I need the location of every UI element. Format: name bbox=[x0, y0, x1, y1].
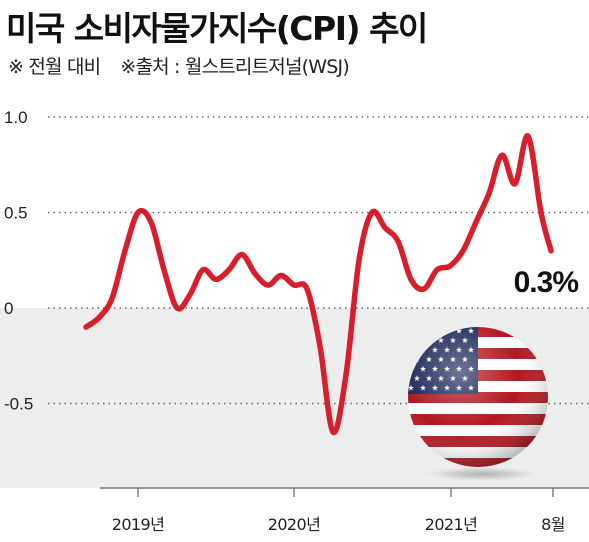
cpi-point bbox=[474, 220, 479, 225]
cpi-point bbox=[513, 181, 518, 186]
cpi-point bbox=[227, 267, 232, 272]
cpi-point bbox=[370, 210, 375, 215]
cpi-point bbox=[500, 153, 505, 158]
y-tick-label: 0.5 bbox=[4, 204, 28, 223]
x-tick-label: 2020년 bbox=[268, 515, 320, 534]
cpi-point bbox=[344, 372, 349, 377]
cpi-point bbox=[266, 283, 271, 288]
last-value-label: 0.3% bbox=[514, 266, 579, 299]
x-tick-label: 8월 bbox=[541, 515, 565, 534]
cpi-point bbox=[292, 283, 297, 288]
cpi-point bbox=[318, 344, 323, 349]
cpi-point bbox=[253, 271, 258, 276]
cpi-series-line bbox=[83, 133, 554, 436]
cpi-point bbox=[305, 286, 310, 291]
chart-title: 미국 소비자물가지수(CPI) 추이 bbox=[6, 9, 428, 48]
cpi-point bbox=[123, 248, 128, 253]
cpi-point bbox=[175, 306, 180, 311]
y-tick-label: -0.5 bbox=[4, 395, 33, 414]
cpi-point bbox=[136, 210, 141, 215]
cpi-point bbox=[461, 248, 466, 253]
x-tick-label: 2021년 bbox=[425, 515, 477, 534]
cpi-point bbox=[201, 267, 206, 272]
cpi-point bbox=[539, 210, 544, 215]
cpi-point bbox=[214, 277, 219, 282]
cpi-point bbox=[279, 273, 284, 278]
cpi-point bbox=[240, 252, 245, 257]
cpi-point bbox=[97, 315, 102, 320]
cpi-point bbox=[188, 292, 193, 297]
cpi-point bbox=[84, 325, 89, 330]
cpi-point bbox=[409, 277, 414, 282]
chart-subtitle: ※ 전월 대비 ※출처 : 월스트리트저널(WSJ) bbox=[8, 52, 350, 79]
cpi-point bbox=[435, 267, 440, 272]
cpi-point bbox=[549, 248, 554, 253]
y-tick-label: 0 bbox=[4, 299, 13, 318]
cpi-point bbox=[383, 225, 388, 230]
cpi-point bbox=[487, 191, 492, 196]
cpi-point bbox=[396, 239, 401, 244]
cpi-point bbox=[448, 264, 453, 269]
unit-note: ※ 전월 대비 bbox=[8, 56, 101, 78]
cpi-point bbox=[110, 296, 115, 301]
y-tick-label: 1.0 bbox=[4, 108, 28, 127]
cpi-point bbox=[162, 267, 167, 272]
x-tick-label: 2019년 bbox=[112, 515, 164, 534]
cpi-point bbox=[526, 134, 531, 139]
cpi-point bbox=[149, 220, 154, 225]
source-note: ※출처 : 월스트리트저널(WSJ) bbox=[120, 56, 349, 78]
cpi-point bbox=[331, 430, 336, 435]
cpi-point bbox=[422, 286, 427, 291]
cpi-point bbox=[357, 258, 362, 263]
